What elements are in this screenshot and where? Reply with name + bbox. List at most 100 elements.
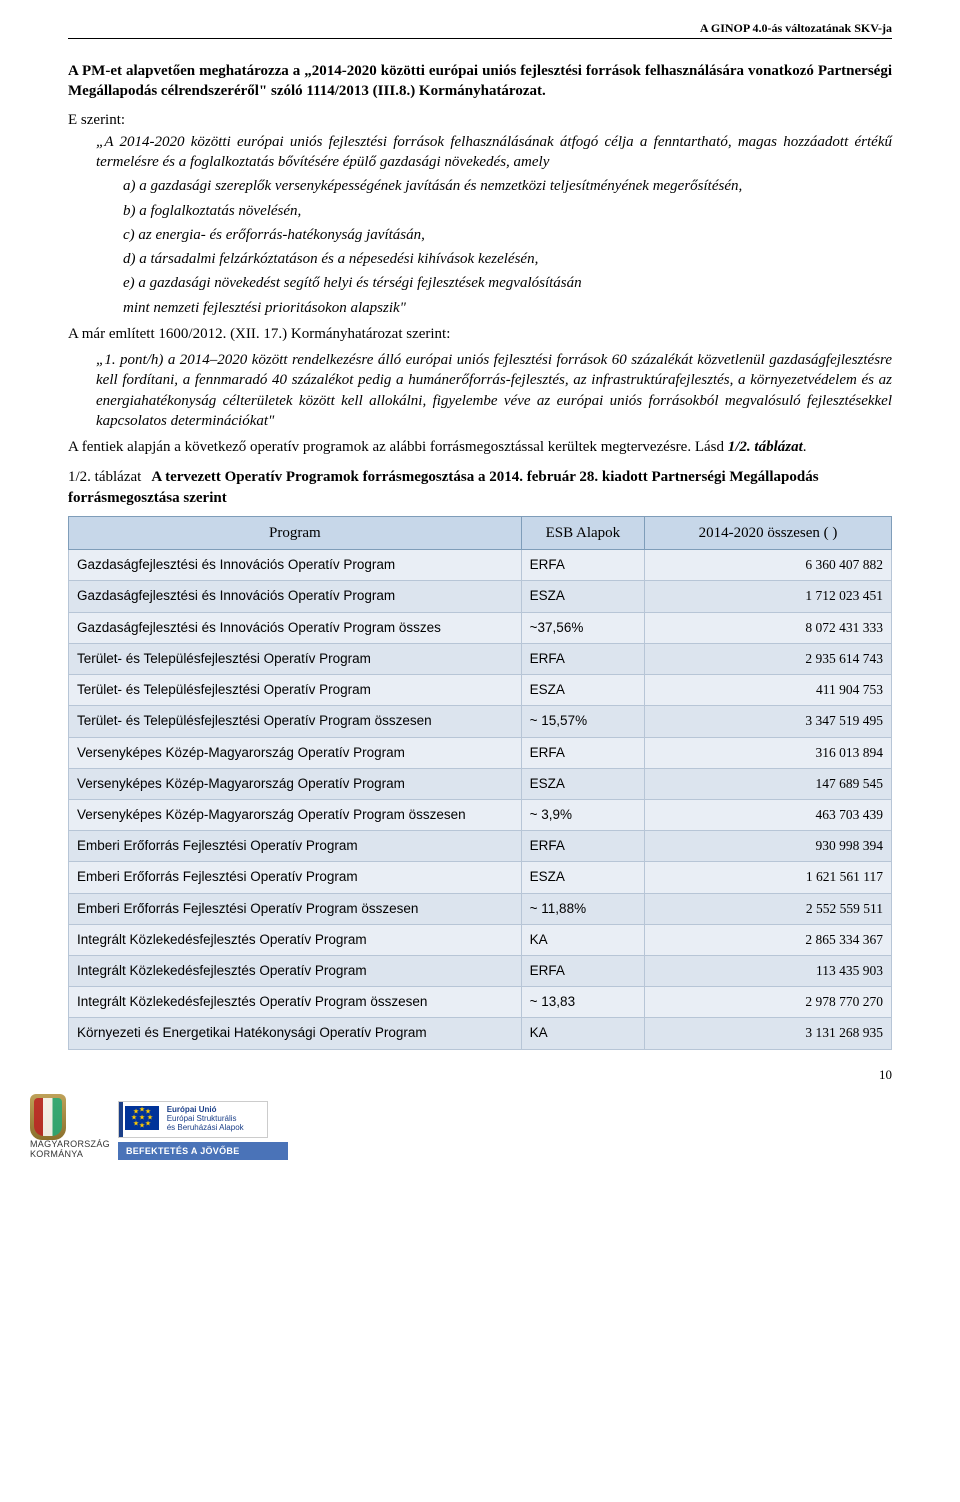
cell-fund: ESZA [521,768,644,799]
eu-line-2: Európai Strukturális [167,1114,237,1123]
eu-line-1: Európai Unió [167,1105,217,1114]
table-row: Emberi Erőforrás Fejlesztési Operatív Pr… [69,831,892,862]
cell-amount: 3 347 519 495 [645,706,892,737]
after2-ref: 1/2. táblázat [728,439,803,455]
table-row: Terület- és Településfejlesztési Operatí… [69,643,892,674]
cell-prog: Környezeti és Energetikai Hatékonysági O… [69,1018,522,1049]
table-row: Gazdaságfejlesztési és Innovációs Operat… [69,550,892,581]
eu-flag-icon [125,1106,159,1130]
cell-prog: Versenyképes Közép-Magyarország Operatív… [69,799,522,830]
cell-fund: ERFA [521,550,644,581]
cell-fund: ERFA [521,831,644,862]
table-row: Integrált Közlekedésfejlesztés Operatív … [69,924,892,955]
cell-amount: 2 978 770 270 [645,987,892,1018]
table-row: Terület- és Településfejlesztési Operatí… [69,706,892,737]
cell-fund: ESZA [521,581,644,612]
table-body: Gazdaságfejlesztési és Innovációs Operat… [69,550,892,1050]
intro-bold: A PM-et alapvetően meghatározza a „2014-… [68,61,892,102]
quote-main: „A 2014-2020 közötti európai uniós fejle… [96,132,892,173]
header-doc-title: A GINOP 4.0-ás változatának SKV-ja [68,20,892,39]
cell-prog: Versenyképes Közép-Magyarország Operatív… [69,737,522,768]
table-row: Környezeti és Energetikai Hatékonysági O… [69,1018,892,1049]
after-quote-1: A már említett 1600/2012. (XII. 17.) Kor… [68,324,892,344]
cell-amount: 6 360 407 882 [645,550,892,581]
table-row: Versenyképes Közép-Magyarország Operatív… [69,799,892,830]
table-number: 1/2. táblázat [68,469,141,485]
th-fund: ESB Alapok [521,516,644,549]
cell-amount: 8 072 431 333 [645,612,892,643]
eu-text: Európai Unió Európai Strukturális és Ber… [167,1106,244,1132]
cell-amount: 1 712 023 451 [645,581,892,612]
cell-prog: Terület- és Településfejlesztési Operatí… [69,675,522,706]
table-title: A tervezett Operatív Programok forrásmeg… [68,469,819,505]
cell-prog: Versenyképes Közép-Magyarország Operatív… [69,768,522,799]
cell-amount: 2 865 334 367 [645,924,892,955]
footer-logos: MAGYARORSZÁG KORMÁNYA Európai Unió Európ… [30,1094,288,1160]
quote-item-c: c) az energia- és erőforrás-hatékonyság … [123,225,892,245]
cell-prog: Integrált Közlekedésfejlesztés Operatív … [69,987,522,1018]
cell-prog: Emberi Erőforrás Fejlesztési Operatív Pr… [69,862,522,893]
cell-prog: Emberi Erőforrás Fejlesztési Operatív Pr… [69,831,522,862]
th-amount: 2014-2020 összesen ( ) [645,516,892,549]
cell-fund: ~ 15,57% [521,706,644,737]
cell-fund: ~37,56% [521,612,644,643]
cell-prog: Terület- és Településfejlesztési Operatí… [69,643,522,674]
eu-logo-block: Európai Unió Európai Strukturális és Ber… [118,1101,288,1160]
quote-item-close: mint nemzeti fejlesztési prioritásokon a… [123,298,892,318]
cell-amount: 2 935 614 743 [645,643,892,674]
cell-fund: ~ 11,88% [521,893,644,924]
th-program: Program [69,516,522,549]
table-row: Gazdaságfejlesztési és Innovációs Operat… [69,581,892,612]
cell-amount: 1 621 561 117 [645,862,892,893]
page-number: 10 [879,1066,892,1084]
cell-amount: 930 998 394 [645,831,892,862]
table-row: Versenyképes Közép-Magyarország Operatív… [69,737,892,768]
programs-table: Program ESB Alapok 2014-2020 összesen ( … [68,516,892,1050]
quote-item-b: b) a foglalkoztatás növelésén, [123,201,892,221]
gov-logo-block: MAGYARORSZÁG KORMÁNYA [30,1094,110,1160]
cell-prog: Gazdaságfejlesztési és Innovációs Operat… [69,612,522,643]
cell-fund: ERFA [521,737,644,768]
table-row: Integrált Közlekedésfejlesztés Operatív … [69,987,892,1018]
cell-amount: 147 689 545 [645,768,892,799]
cell-fund: KA [521,924,644,955]
table-row: Integrált Közlekedésfejlesztés Operatív … [69,956,892,987]
after-quote-2: A fentiek alapján a következő operatív p… [68,437,892,457]
cell-prog: Gazdaságfejlesztési és Innovációs Operat… [69,581,522,612]
cell-prog: Integrált Közlekedésfejlesztés Operatív … [69,924,522,955]
eu-line-3: és Beruházási Alapok [167,1123,244,1132]
cell-amount: 113 435 903 [645,956,892,987]
quote-item-d: d) a társadalmi felzárkóztatáson és a né… [123,249,892,269]
cell-fund: ESZA [521,675,644,706]
quote-item-e: e) a gazdasági növekedést segítő helyi é… [123,273,892,293]
after2-text-a: A fentiek alapján a következő operatív p… [68,439,728,455]
cell-prog: Integrált Közlekedésfejlesztés Operatív … [69,956,522,987]
table-caption: 1/2. táblázatA tervezett Operatív Progra… [68,467,892,508]
cell-amount: 316 013 894 [645,737,892,768]
eu-strip-icon [119,1102,123,1136]
table-row: Emberi Erőforrás Fejlesztési Operatív Pr… [69,893,892,924]
cell-fund: ~ 3,9% [521,799,644,830]
cell-prog: Terület- és Településfejlesztési Operatí… [69,706,522,737]
after2-text-c: . [803,439,807,455]
invest-banner: BEFEKTETÉS A JÖVŐBE [118,1142,288,1160]
intro-lead: E szerint: [68,110,892,130]
cell-fund: ERFA [521,643,644,674]
table-row: Gazdaságfejlesztési és Innovációs Operat… [69,612,892,643]
cell-fund: ~ 13,83 [521,987,644,1018]
table-row: Emberi Erőforrás Fejlesztési Operatív Pr… [69,862,892,893]
table-row: Versenyképes Közép-Magyarország Operatív… [69,768,892,799]
quote-2: „1. pont/h) a 2014–2020 között rendelkez… [96,350,892,431]
cell-fund: KA [521,1018,644,1049]
cell-amount: 3 131 268 935 [645,1018,892,1049]
cell-amount: 411 904 753 [645,675,892,706]
gov-text-2: KORMÁNYA [30,1150,110,1160]
cell-fund: ESZA [521,862,644,893]
cell-prog: Emberi Erőforrás Fejlesztési Operatív Pr… [69,893,522,924]
eu-box: Európai Unió Európai Strukturális és Ber… [118,1101,268,1137]
cell-prog: Gazdaságfejlesztési és Innovációs Operat… [69,550,522,581]
hungary-crest-icon [30,1094,66,1140]
quote-item-a: a) a gazdasági szereplők versenyképesség… [123,176,892,196]
table-row: Terület- és Településfejlesztési Operatí… [69,675,892,706]
cell-fund: ERFA [521,956,644,987]
